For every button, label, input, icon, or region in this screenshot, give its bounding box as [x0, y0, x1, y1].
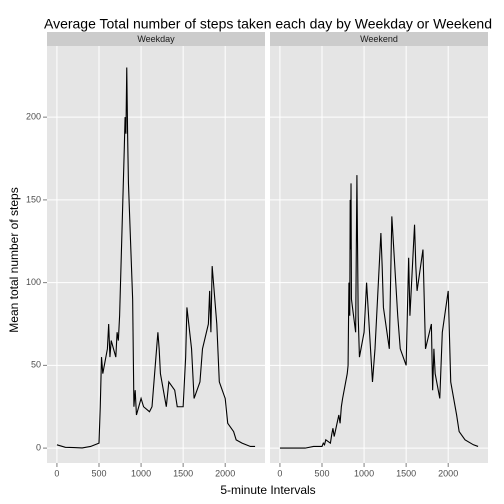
line [56, 67, 256, 449]
y-tick-label: 150 [26, 194, 41, 204]
panel-background [47, 46, 265, 463]
y-tick-label: 50 [31, 360, 41, 370]
x-tick-label: 2000 [215, 468, 235, 478]
x-axis-label: 5-minute Intervals [220, 483, 315, 497]
x-tick-label: 1000 [354, 468, 374, 478]
strip-background [270, 32, 488, 46]
y-tick-label: 0 [36, 442, 41, 452]
panel-background [270, 46, 488, 463]
x-tick-label: 1000 [131, 468, 151, 478]
chart-title: Average Total number of steps taken each… [44, 16, 492, 32]
strip-label: Weekday [137, 34, 175, 44]
x-tick-label: 2000 [438, 468, 458, 478]
x-tick-label: 500 [314, 468, 329, 478]
x-tick-label: 1500 [173, 468, 193, 478]
y-axis-label: Mean total number of steps [7, 187, 21, 332]
x-tick-label: 0 [54, 468, 59, 478]
y-tick-label: 200 [26, 112, 41, 122]
x-tick-label: 1500 [396, 468, 416, 478]
strip-label: Weekend [360, 34, 398, 44]
y-tick-label: 100 [26, 277, 41, 287]
line [279, 175, 479, 449]
strip-background [47, 32, 265, 46]
x-tick-label: 500 [91, 468, 106, 478]
x-tick-label: 0 [277, 468, 282, 478]
